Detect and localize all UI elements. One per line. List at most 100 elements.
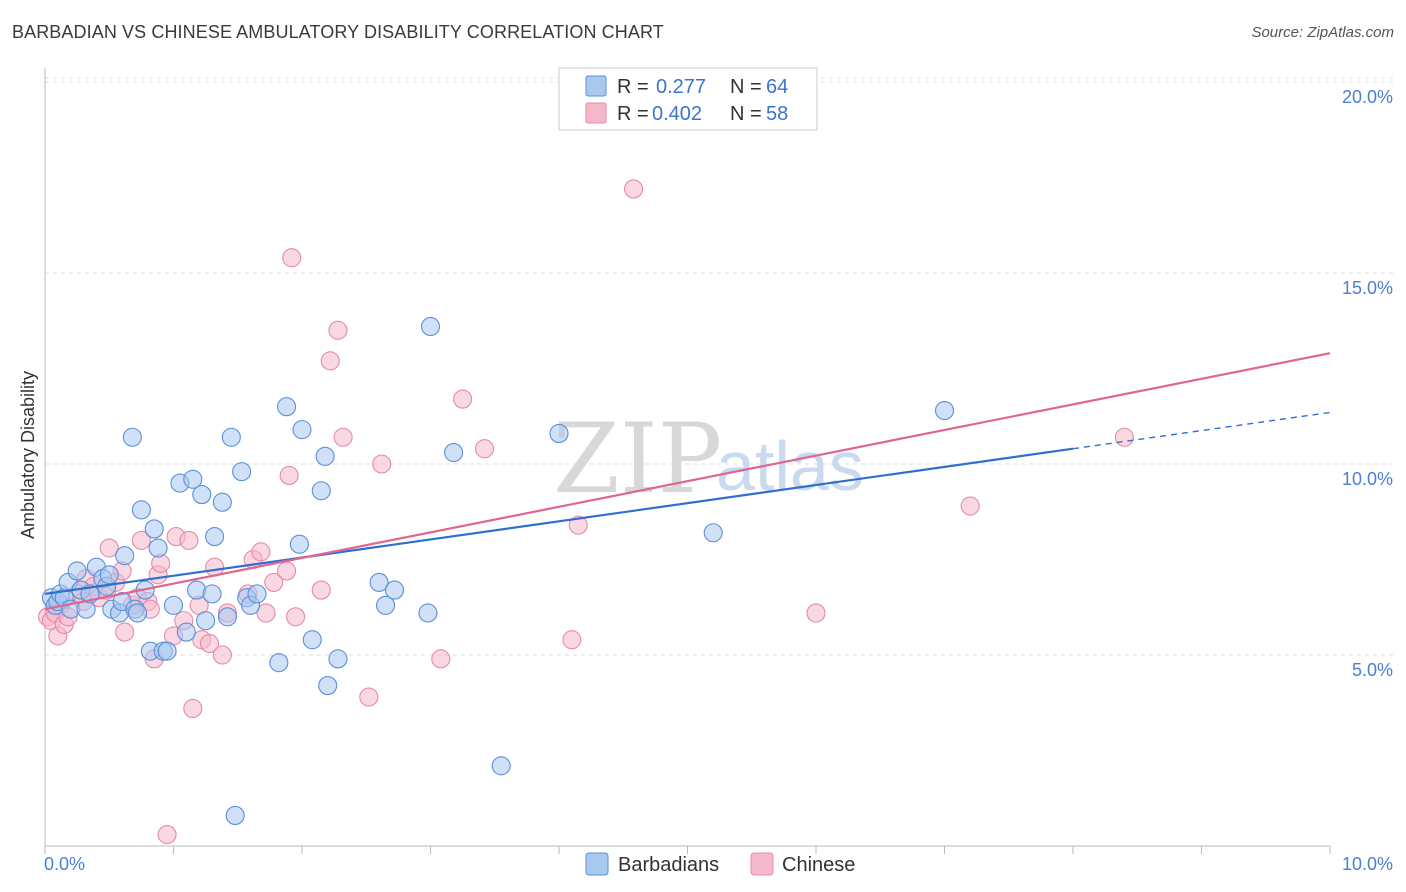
y-tick-label-15: 15.0% xyxy=(1342,278,1393,298)
barbadian-point-22 xyxy=(131,500,151,520)
barbadian-point-18 xyxy=(115,546,135,566)
chinese-point-33 xyxy=(199,633,220,654)
barbadian-point-64 xyxy=(934,400,955,421)
legend-r-label-1: R = xyxy=(617,76,649,98)
chart-title: BARBADIAN VS CHINESE AMBULATORY DISABILI… xyxy=(12,22,664,42)
barbadian-point-51 xyxy=(311,481,331,501)
barbadian-point-40 xyxy=(221,427,241,447)
chinese-point-39 xyxy=(251,542,271,562)
barbadian-point-34 xyxy=(192,485,212,505)
y-tick-label-20: 20.0% xyxy=(1342,87,1393,107)
chinese-point-57 xyxy=(623,179,644,199)
chinese-swatch xyxy=(585,102,607,124)
barbadian-point-38 xyxy=(212,492,232,512)
barbadian-point-42 xyxy=(232,462,252,482)
y-axis-title: Ambulatory Disability xyxy=(18,371,38,539)
barbadian-point-50 xyxy=(302,630,322,650)
barbadian-point-47 xyxy=(277,397,297,417)
chinese-point-46 xyxy=(311,580,331,600)
barbadian-point-61 xyxy=(491,756,511,776)
legend-n-label-1: N = xyxy=(730,76,762,98)
legend-n-value-1: 64 xyxy=(766,76,788,98)
chinese-point-16 xyxy=(115,622,135,642)
chinese-point-52 xyxy=(431,649,451,669)
chinese-point-13 xyxy=(99,538,119,558)
barbadian-point-63 xyxy=(703,523,723,543)
x-tick-label-max: 10.0% xyxy=(1342,854,1393,874)
barbadian-point-7 xyxy=(67,561,87,581)
watermark: ZIP atlas xyxy=(553,403,864,515)
barbadian-point-31 xyxy=(176,622,196,642)
barbadian-point-37 xyxy=(205,527,225,547)
barbadian-point-25 xyxy=(144,519,164,539)
chinese-point-19 xyxy=(131,530,151,550)
barbadian-point-56 xyxy=(375,595,396,615)
barbadian-point-14 xyxy=(99,565,119,585)
legend-r-value-1: 0.277 xyxy=(656,76,706,98)
watermark-zip: ZIP xyxy=(553,403,722,515)
barbadian-point-35 xyxy=(196,611,216,631)
chinese-point-35 xyxy=(212,645,232,665)
chinese-point-60 xyxy=(1114,427,1134,447)
barbadian-point-26 xyxy=(148,538,168,558)
barbadian-point-36 xyxy=(202,584,222,604)
chinese-trend-line xyxy=(44,352,1331,611)
barbadian-point-21 xyxy=(127,603,148,623)
barbadian-point-52 xyxy=(315,446,335,466)
barbadian-point-46 xyxy=(269,653,289,673)
barbadian-point-49 xyxy=(292,420,312,440)
chinese-point-55 xyxy=(562,630,582,650)
chinese-point-58 xyxy=(806,603,826,623)
chinese-point-43 xyxy=(279,465,299,486)
chinese-point-45 xyxy=(286,607,306,627)
barbadian-point-19 xyxy=(122,427,142,447)
y-tick-label-5: 5.0% xyxy=(1352,660,1393,680)
source-label: Source: ZipAtlas.com xyxy=(1251,24,1394,41)
chinese-point-41 xyxy=(264,572,284,592)
legend-n-label-2: N = xyxy=(730,103,762,125)
barbadians-trend-extension xyxy=(1072,411,1331,450)
chinese-point-42 xyxy=(277,561,297,581)
chinese-point-53 xyxy=(453,389,473,409)
chinese-point-30 xyxy=(183,698,203,719)
barbadian-point-29 xyxy=(163,595,184,615)
chinese-point-51 xyxy=(372,454,392,474)
y-tick-label-10: 10.0% xyxy=(1342,469,1393,489)
legend-chinese: Chinese xyxy=(782,854,855,876)
barbadian-point-55 xyxy=(369,572,389,592)
chinese-point-59 xyxy=(960,496,980,516)
bottom-barbadians-swatch xyxy=(585,852,609,876)
chinese-point-54 xyxy=(474,439,495,459)
chinese-point-49 xyxy=(333,427,353,447)
axes xyxy=(44,68,1331,854)
stats-legend: R = 0.277 N = 64 R = 0.402 N = 58 xyxy=(558,67,818,131)
barbadians-swatch xyxy=(585,75,607,97)
legend-barbadians: Barbadians xyxy=(618,854,719,876)
chinese-point-48 xyxy=(328,320,348,340)
x-tick-label-min: 0.0% xyxy=(44,854,85,874)
trend-lines xyxy=(44,352,1331,611)
chinese-point-29 xyxy=(179,530,199,550)
chinese-point-56 xyxy=(568,515,588,535)
barbadian-point-28 xyxy=(157,641,177,661)
bottom-chinese-swatch xyxy=(750,852,774,876)
chinese-point-47 xyxy=(320,351,340,371)
barbadian-point-60 xyxy=(444,442,464,463)
barbadian-point-41 xyxy=(225,805,245,825)
watermark-atlas: atlas xyxy=(716,427,864,505)
barbadian-point-32 xyxy=(183,469,203,489)
barbadians-points xyxy=(41,316,955,825)
barbadian-point-62 xyxy=(549,423,569,443)
legend-r-value-2: 0.402 xyxy=(652,103,702,125)
legend-n-value-2: 58 xyxy=(766,103,788,125)
chinese-point-50 xyxy=(359,687,379,707)
barbadian-point-48 xyxy=(289,534,309,554)
barbadian-point-58 xyxy=(418,603,438,623)
series-legend: Barbadians Chinese xyxy=(585,852,855,876)
barbadian-point-45 xyxy=(247,584,267,604)
barbadian-point-39 xyxy=(217,607,238,627)
chinese-point-44 xyxy=(282,248,302,268)
legend-r-label-2: R = xyxy=(617,103,649,125)
barbadian-point-53 xyxy=(318,676,338,696)
